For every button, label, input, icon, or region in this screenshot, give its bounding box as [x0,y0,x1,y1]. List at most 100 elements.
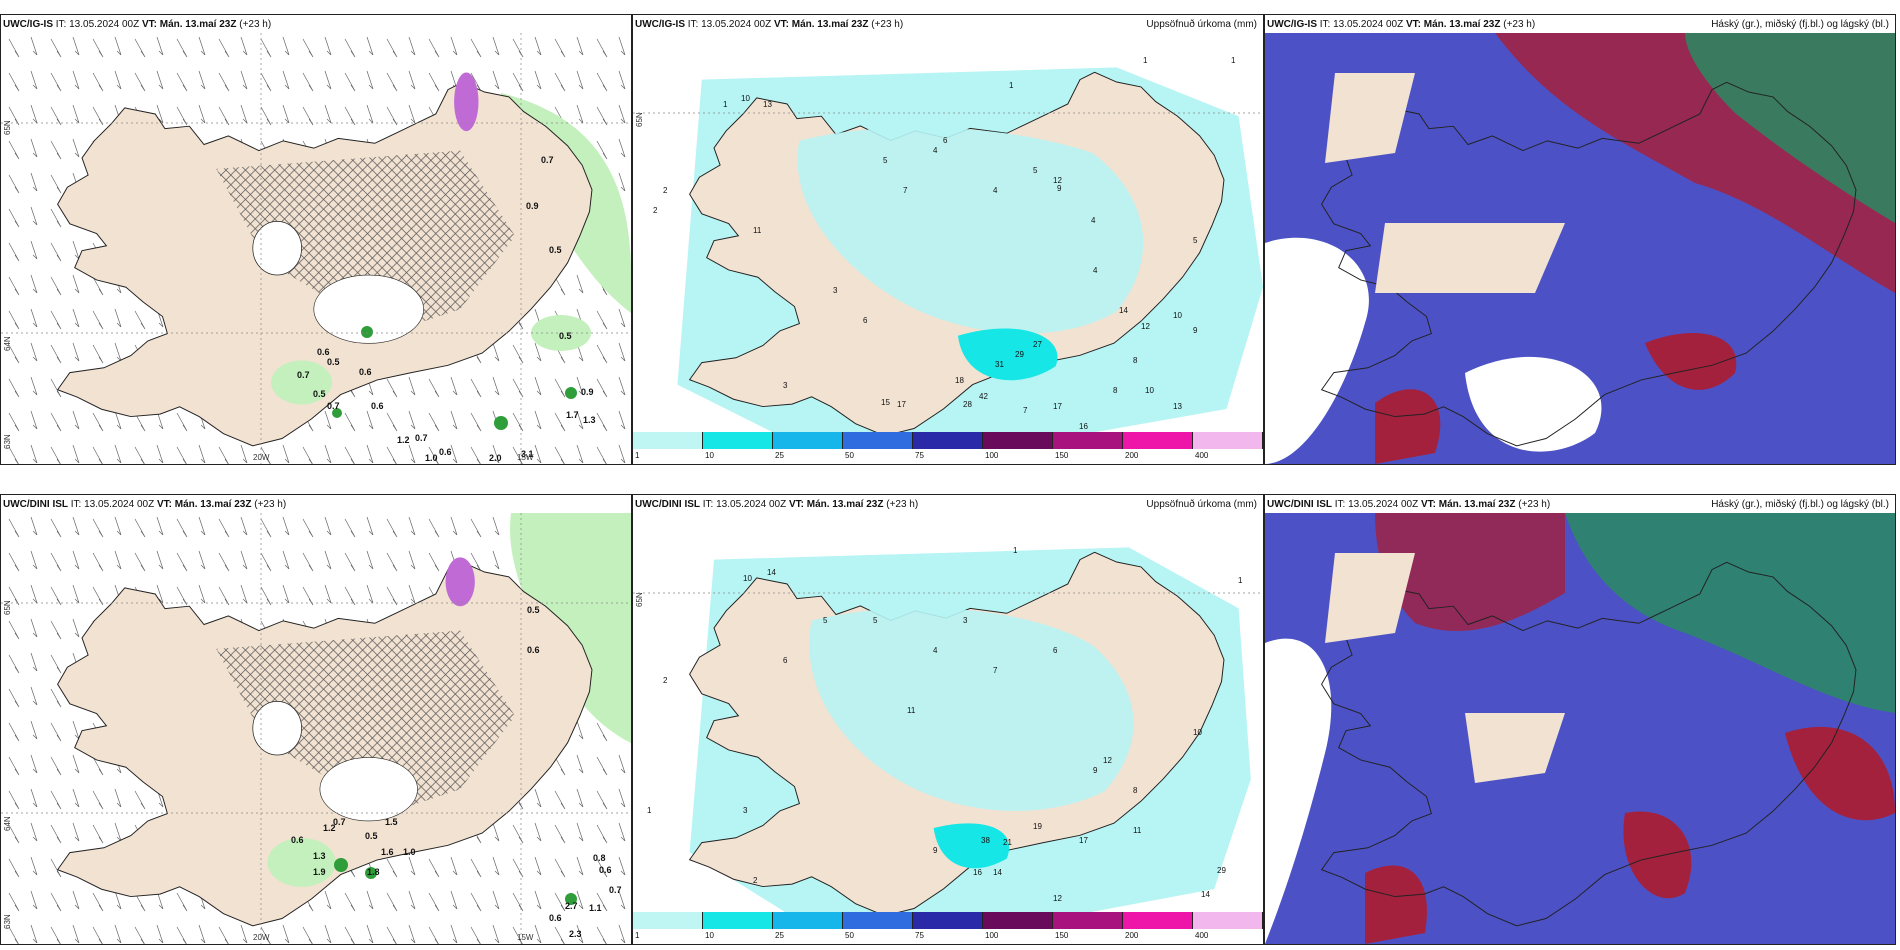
value-label: 27 [1033,340,1042,349]
colorbar-segment [843,432,913,449]
value-label: 0.7 [297,370,310,380]
value-label: 0.5 [327,357,340,367]
value-label: 6 [943,136,948,145]
model-name: UWC/IG-IS [3,19,53,30]
mid-cloud-layer [1685,33,1895,223]
value-label: 2 [663,676,668,685]
lat-label: 64N [3,816,12,831]
value-label: 0.6 [549,913,562,923]
lead-time: (+23 h) [1503,19,1536,30]
value-label: 6 [1053,646,1058,655]
iceland-land [1325,553,1415,643]
precip-area [267,838,336,887]
lat-label: 63N [3,434,12,449]
value-label: 0.7 [609,885,622,895]
map-accum-precip: 1 1 10 13 1 2 11 4 5 4 7 6 5 12 9 4 14 1… [633,33,1263,446]
panel-top-left: UWC/IG-IS IT: 13.05.2024 00Z VT: Mán. 13… [0,14,632,465]
clear-sky [1465,356,1602,452]
value-label: 19 [1033,822,1042,831]
map-wind-precip: 0.7 0.9 0.5 0.5 0.6 0.5 0.6 0.7 0.5 0.7 … [1,33,631,464]
colorbar-tick: 25 [775,451,784,460]
value-label: 15 [881,398,890,407]
colorbar-tick: 100 [985,931,999,940]
value-label: 0.7 [415,433,428,443]
colorbar-segment [913,912,983,929]
value-label: 0.6 [439,447,452,457]
glacier-hole [313,274,424,344]
lon-label: 15W [517,453,534,462]
value-label: 0.5 [365,831,378,841]
value-label: 12 [1141,322,1150,331]
precip-core [565,893,577,905]
colorbar: 1 10 25 50 75 100 150 200 400 [633,912,1263,942]
precip-core [494,416,508,430]
colorbar-tick: 10 [705,451,714,460]
value-label: 13 [1173,402,1182,411]
panel-variable: Háský (gr.), miðský (fj.bl.) og lágský (… [1711,499,1889,510]
init-time: IT: 13.05.2024 00Z [70,499,155,510]
value-label: 9 [1057,184,1062,193]
panel-top-right: UWC/IG-IS IT: 13.05.2024 00Z VT: Mán. 13… [1264,14,1896,465]
colorbar-segment [843,912,913,929]
value-label: 0.5 [527,605,540,615]
colorbar-tick: 25 [775,931,784,940]
panel-bottom-left: UWC/DINI ISL IT: 13.05.2024 00Z VT: Mán.… [0,494,632,945]
map-wind-precip: 0.5 0.6 0.7 0.6 1.2 1.5 0.5 1.0 1.6 1.3 … [1,513,631,944]
value-label: 6 [863,316,868,325]
colorbar-segment [773,432,843,449]
value-label: 3 [833,286,838,295]
lat-label: 63N [3,914,12,929]
value-label: 1.2 [323,823,336,833]
iceland-land [1375,223,1565,293]
value-label: 12 [1053,894,1062,903]
value-label: 1.0 [403,847,416,857]
value-label: 0.6 [527,645,540,655]
value-label: 18 [955,376,964,385]
value-label: 17 [1079,836,1088,845]
value-label: 10 [1173,311,1182,320]
precip-core [361,326,373,338]
panel-title: UWC/IG-IS IT: 13.05.2024 00Z VT: Mán. 13… [1267,19,1535,30]
panel-variable: Háský (gr.), miðský (fj.bl.) og lágský (… [1711,19,1889,30]
value-label: 11 [753,226,762,235]
colorbar-tick: 1 [635,931,640,940]
lon-label: 20W [253,453,270,462]
valid-time: VT: Mán. 13.maí 23Z [141,19,237,30]
panel-title: UWC/DINI ISL IT: 13.05.2024 00Z VT: Mán.… [3,499,286,510]
lat-label: 64N [3,336,12,351]
value-label: 1.6 [381,847,394,857]
value-label: 2 [653,206,658,215]
panel-bottom-mid: UWC/DINI ISL IT: 13.05.2024 00Z VT: Mán.… [632,494,1264,945]
value-label: 3 [743,806,748,815]
value-label: 14 [993,868,1002,877]
lead-time: (+23 h) [1518,499,1551,510]
value-label: 8 [1113,386,1118,395]
value-label: 1.9 [313,867,326,877]
precip-core [565,387,577,399]
value-label: 38 [981,836,990,845]
value-label: 1 [1009,81,1014,90]
value-label: 1 [1231,56,1236,65]
value-label: 21 [1003,838,1012,847]
colorbar-segment [703,912,773,929]
high-cloud-layer [1785,726,1895,821]
colorbar-tick: 150 [1055,451,1069,460]
map-cloud-cover [1265,513,1895,944]
valid-time: VT: Mán. 13.maí 23Z [1405,19,1501,30]
panel-bottom-right: UWC/DINI ISL IT: 13.05.2024 00Z VT: Mán.… [1264,494,1896,945]
value-label: 5 [1193,236,1198,245]
colorbar-segment [773,912,843,929]
value-label: 28 [963,400,972,409]
value-label: 4 [933,646,938,655]
value-label: 10 [741,94,750,103]
colorbar-tick: 100 [985,451,999,460]
colorbar-segment [983,432,1053,449]
value-label: 0.9 [581,387,594,397]
colorbar-segment [1053,432,1123,449]
high-cloud-layer [1645,333,1737,390]
value-label: 5 [873,616,878,625]
value-label: 0.6 [317,347,330,357]
precip-field [809,607,1134,811]
model-name: UWC/DINI ISL [635,499,700,510]
precip-area [271,360,333,405]
